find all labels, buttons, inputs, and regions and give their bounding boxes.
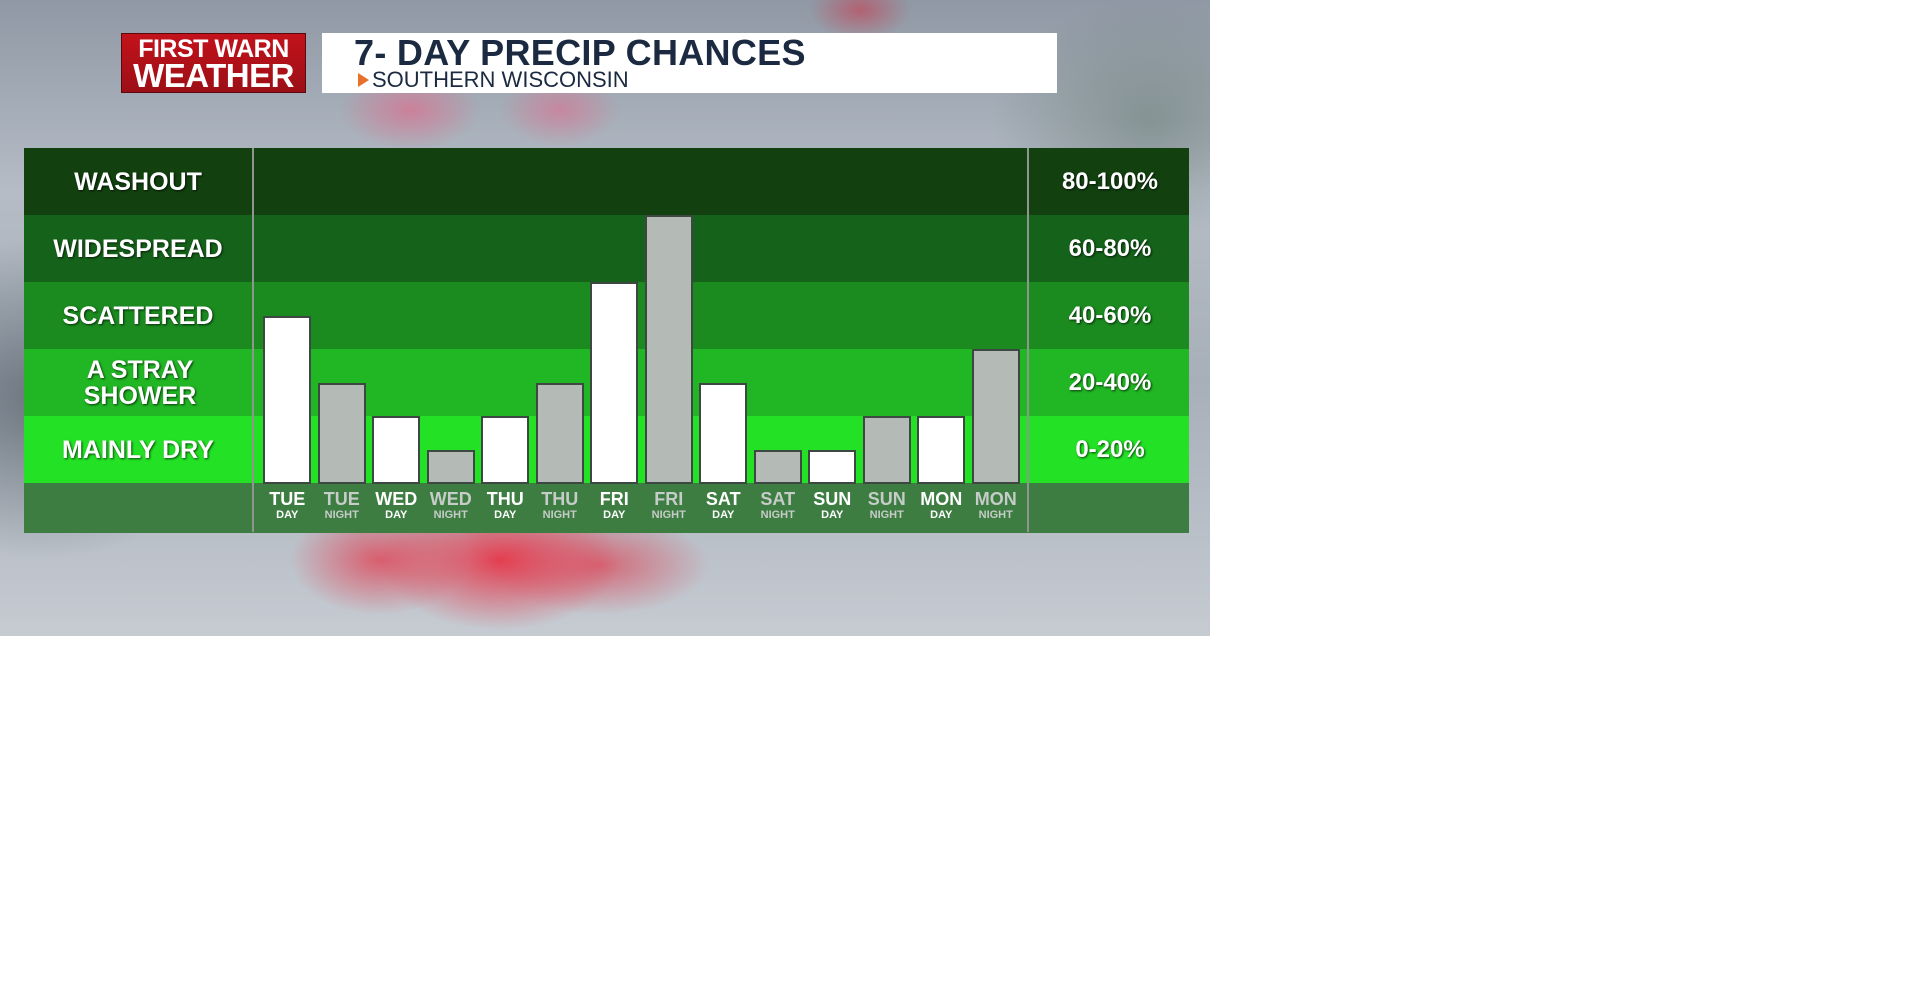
x-tick-label: SUN NIGHT bbox=[860, 490, 914, 522]
bar-mon-day bbox=[917, 416, 966, 484]
x-tick-label: SUN DAY bbox=[805, 490, 859, 522]
band-label: A STRAY SHOWER bbox=[83, 355, 197, 410]
right-divider bbox=[1027, 148, 1029, 532]
x-tick-day: SUN bbox=[813, 489, 852, 509]
x-tick-label: TUE DAY bbox=[260, 490, 314, 522]
x-tick-label: SAT NIGHT bbox=[751, 490, 805, 522]
weather-graphic: FIRST WARN WEATHER 7- DAY PRECIP CHANCES… bbox=[0, 0, 1210, 636]
bar-sun-night bbox=[862, 416, 911, 484]
x-tick-day: MON bbox=[974, 489, 1017, 509]
x-tick-period: DAY bbox=[712, 509, 735, 521]
x-tick-label: THU NIGHT bbox=[533, 490, 587, 522]
x-tick-period: NIGHT bbox=[324, 509, 359, 521]
bar-thu-night bbox=[535, 382, 584, 484]
x-tick-day: TUE bbox=[323, 489, 360, 509]
band-label: WASHOUT bbox=[74, 167, 202, 196]
x-tick-period: NIGHT bbox=[542, 509, 577, 521]
bar-fri-day bbox=[590, 282, 639, 484]
x-tick-period: NIGHT bbox=[869, 509, 904, 521]
x-tick-label: FRI DAY bbox=[587, 490, 641, 522]
x-tick-day: FRI bbox=[599, 489, 629, 509]
x-tick-period: NIGHT bbox=[651, 509, 686, 521]
logo-line2: WEATHER bbox=[133, 57, 294, 94]
x-tick-period: DAY bbox=[603, 509, 626, 521]
bar-tue-day bbox=[263, 315, 312, 484]
x-tick-period: DAY bbox=[494, 509, 517, 521]
band-range: 20-40% bbox=[1068, 368, 1152, 396]
band-range: 0-20% bbox=[1075, 435, 1145, 463]
x-tick-day: FRI bbox=[654, 489, 684, 509]
bar-thu-day bbox=[481, 416, 530, 484]
band-label: SCATTERED bbox=[62, 301, 214, 330]
chart-title: 7- DAY PRECIP CHANCES bbox=[354, 32, 806, 73]
chart-subtitle: SOUTHERN WISCONSIN bbox=[372, 67, 629, 92]
x-tick-day: WED bbox=[375, 489, 418, 509]
x-tick-label: TUE NIGHT bbox=[315, 490, 369, 522]
bar-wed-day bbox=[372, 416, 421, 484]
axis-row bbox=[24, 483, 1189, 533]
band-2 bbox=[24, 215, 1189, 282]
left-divider bbox=[252, 148, 254, 532]
x-tick-day: MON bbox=[920, 489, 963, 509]
x-tick-label: WED DAY bbox=[369, 490, 423, 522]
band-range: 80-100% bbox=[1061, 167, 1159, 195]
first-warn-weather-logo: FIRST WARN WEATHER bbox=[121, 33, 306, 93]
x-tick-day: WED bbox=[429, 489, 472, 509]
x-tick-label: FRI NIGHT bbox=[642, 490, 696, 522]
x-tick-label: MON NIGHT bbox=[969, 490, 1023, 522]
bar-mon-night bbox=[971, 349, 1020, 484]
x-tick-period: NIGHT bbox=[978, 509, 1013, 521]
x-tick-day: THU bbox=[541, 489, 579, 509]
bar-wed-night bbox=[426, 449, 475, 484]
bar-sun-day bbox=[808, 449, 857, 484]
x-tick-day: SUN bbox=[867, 489, 906, 509]
logo-line1: FIRST WARN bbox=[138, 35, 289, 63]
bar-fri-night bbox=[644, 215, 693, 484]
band-1 bbox=[24, 148, 1189, 215]
x-tick-day: SAT bbox=[760, 489, 796, 509]
x-tick-label: SAT DAY bbox=[696, 490, 750, 522]
x-tick-day: THU bbox=[486, 489, 524, 509]
band-label: MAINLY DRY bbox=[62, 435, 214, 464]
title-box: 7- DAY PRECIP CHANCES SOUTHERN WISCONSIN bbox=[322, 33, 1057, 93]
bar-tue-night bbox=[317, 382, 366, 484]
x-tick-period: DAY bbox=[821, 509, 844, 521]
x-tick-label: WED NIGHT bbox=[424, 490, 478, 522]
x-tick-day: TUE bbox=[269, 489, 306, 509]
x-tick-day: SAT bbox=[705, 489, 741, 509]
x-tick-period: DAY bbox=[930, 509, 953, 521]
x-tick-label: MON DAY bbox=[914, 490, 968, 522]
x-tick-label: THU DAY bbox=[478, 490, 532, 522]
band-range: 40-60% bbox=[1068, 301, 1152, 329]
band-label: WIDESPREAD bbox=[53, 234, 223, 263]
x-tick-period: DAY bbox=[276, 509, 299, 521]
play-arrow-icon bbox=[358, 73, 369, 87]
band-range: 60-80% bbox=[1068, 234, 1152, 262]
x-tick-period: NIGHT bbox=[760, 509, 795, 521]
bar-sat-day bbox=[699, 382, 748, 484]
x-tick-period: DAY bbox=[385, 509, 408, 521]
x-tick-period: NIGHT bbox=[433, 509, 468, 521]
bar-sat-night bbox=[753, 449, 802, 484]
